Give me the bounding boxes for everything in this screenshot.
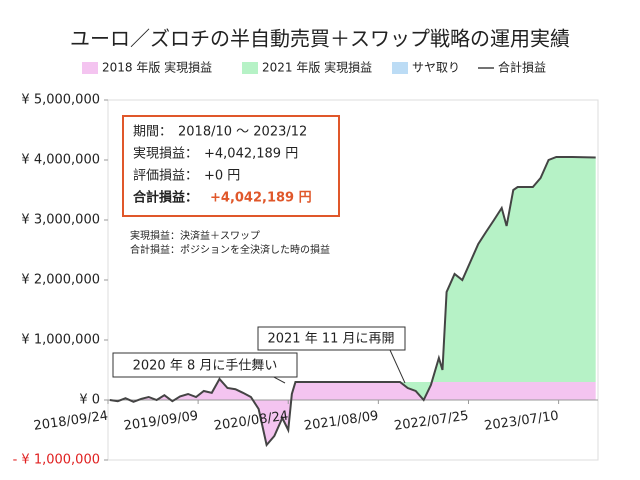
x-tick-label: 2018/09/24 xyxy=(33,409,109,434)
summary-label: 実現損益： xyxy=(133,146,198,162)
x-tick-label: 2019/09/09 xyxy=(123,409,199,434)
y-tick-label: - ¥ 1,000,000 xyxy=(13,453,100,468)
area xyxy=(399,157,596,400)
legend-label: サヤ取り xyxy=(412,61,460,75)
callout-text: 2021 年 11 月に再開 xyxy=(267,332,394,347)
legend-label: 2018 年版 実現損益 xyxy=(102,60,212,75)
legend-swatch xyxy=(242,62,258,74)
legend-swatch xyxy=(82,62,98,74)
y-tick-label: ¥ 3,000,000 xyxy=(21,213,100,228)
x-tick-label: 2021/08/09 xyxy=(303,409,379,434)
callout-pointer xyxy=(389,349,406,384)
callout-box xyxy=(257,326,406,351)
note: 実現損益：決済益＋スワップ xyxy=(130,229,260,242)
summary-label: 期間： xyxy=(133,125,172,140)
total-line xyxy=(109,156,596,448)
note: 合計損益：ポジションを全決済した時の損益 xyxy=(130,243,330,256)
x-tick-label: 2022/07/25 xyxy=(393,409,469,434)
legend-label: 合計損益 xyxy=(498,60,546,75)
chart-title: ユーロ／ズロチの半自動売買＋スワップ戦略の運用実績 xyxy=(70,27,570,51)
legend-swatch xyxy=(392,62,408,74)
area xyxy=(109,379,596,445)
callout-text: 2020 年 8 月に手仕舞い xyxy=(133,359,278,374)
summary-value: +4,042,189 円 xyxy=(210,191,312,206)
y-tick-label: ¥ 1,000,000 xyxy=(21,333,100,348)
summary-label: 合計損益： xyxy=(133,190,198,206)
x-tick-label: 2023/07/10 xyxy=(483,409,559,434)
summary-value: +4,042,189 円 xyxy=(204,147,298,162)
summary-value: 2018/10 〜 2023/12 xyxy=(178,125,307,140)
callout-box xyxy=(112,352,298,378)
summary-label: 評価損益： xyxy=(133,169,198,184)
y-tick-label: ¥ 4,000,000 xyxy=(21,153,100,168)
summary-box xyxy=(122,115,340,217)
y-tick-label: ¥ 0 xyxy=(79,393,100,408)
y-tick-label: ¥ 5,000,000 xyxy=(21,93,100,108)
y-tick-label: ¥ 2,000,000 xyxy=(21,273,100,288)
legend-label: 2021 年版 実現損益 xyxy=(262,60,372,75)
summary-value: +0 円 xyxy=(204,169,240,184)
